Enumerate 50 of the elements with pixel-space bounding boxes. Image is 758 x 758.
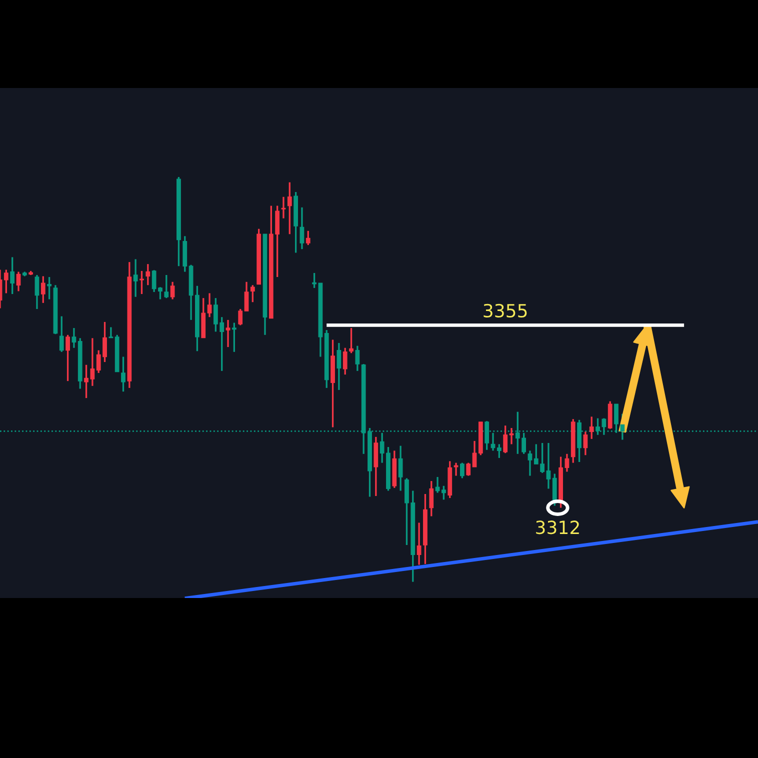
candlestick xyxy=(40,275,46,304)
candlestick xyxy=(564,453,570,473)
annotation: 3355 xyxy=(484,304,527,318)
candlestick xyxy=(503,424,508,454)
candlestick xyxy=(460,462,464,480)
candlestick xyxy=(16,270,21,292)
candlestick xyxy=(416,522,422,566)
candlestick xyxy=(583,430,588,456)
candlestick xyxy=(250,284,255,303)
candlestick xyxy=(226,319,230,348)
candlestick xyxy=(589,416,594,440)
candlestick xyxy=(442,485,446,500)
candlestick xyxy=(312,272,316,289)
candlestick xyxy=(429,480,434,518)
candlestick xyxy=(336,342,342,391)
candlestick xyxy=(59,315,64,353)
candlestick xyxy=(207,292,212,318)
candlestick xyxy=(608,400,612,430)
candlestick xyxy=(47,276,52,300)
candlestick xyxy=(435,476,440,494)
candlestick xyxy=(72,327,76,349)
candlestick xyxy=(300,206,304,250)
candlestick xyxy=(164,274,169,299)
annotation: 3312 xyxy=(536,520,579,534)
candlestick xyxy=(170,281,175,300)
candlestick xyxy=(281,196,286,220)
candlestick xyxy=(349,327,354,354)
candlestick xyxy=(66,334,70,382)
candlestick xyxy=(287,181,292,235)
candlestick xyxy=(10,256,15,295)
candlestick xyxy=(306,230,310,246)
candlestick xyxy=(133,258,138,298)
candlestick xyxy=(374,436,378,497)
candlestick xyxy=(232,322,236,353)
candlestick xyxy=(342,347,348,376)
candlestick xyxy=(466,462,471,477)
candlestick xyxy=(398,444,403,492)
candlestick xyxy=(528,450,532,477)
candlestick xyxy=(146,263,150,286)
candlestick xyxy=(34,274,40,310)
candlestick xyxy=(121,356,126,392)
candlestick xyxy=(496,443,502,459)
candlestick xyxy=(140,270,144,295)
candlestick xyxy=(238,308,243,326)
candlestick xyxy=(244,281,249,312)
candlestick xyxy=(355,345,360,372)
candlestick xyxy=(472,440,477,468)
candlestick xyxy=(4,268,8,294)
candlestick xyxy=(546,442,551,490)
candlestick xyxy=(108,326,114,339)
